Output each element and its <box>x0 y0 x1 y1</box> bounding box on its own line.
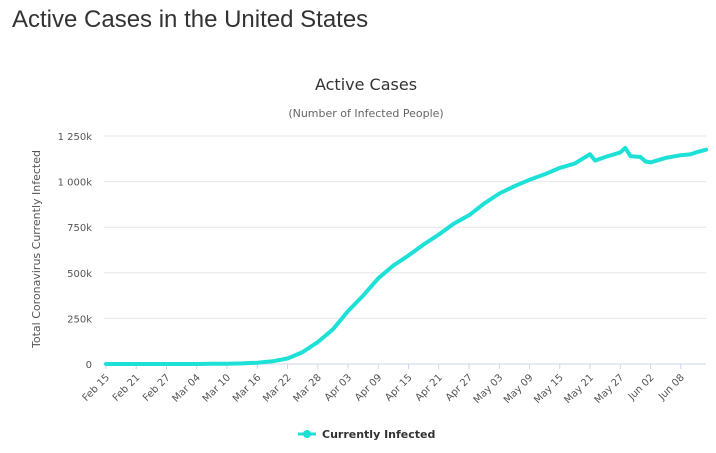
x-tick-label: Feb 21 <box>111 372 143 404</box>
x-tick-label: Jun 02 <box>626 372 657 403</box>
x-tick-label: May 21 <box>563 372 597 406</box>
y-tick-label: 750k <box>67 223 92 234</box>
x-tick-label: Apr 03 <box>323 372 354 403</box>
y-tick-label: 1 250k <box>58 132 93 143</box>
y-tick-label: 250k <box>67 314 92 325</box>
x-tick-label: Apr 21 <box>414 372 445 403</box>
x-tick-label: Feb 15 <box>81 372 113 404</box>
page-title: Active Cases in the United States <box>12 6 369 33</box>
x-tick-label: Mar 04 <box>171 372 203 404</box>
x-tick-label: Jun 08 <box>656 372 687 403</box>
x-tick-label: Apr 09 <box>353 372 384 403</box>
grid-lines <box>104 135 706 365</box>
series-line-currently-infected[interactable] <box>104 145 708 366</box>
legend-dot-marker <box>303 430 311 438</box>
x-tick-label: Apr 27 <box>444 372 475 403</box>
legend-label: Currently Infected <box>322 428 435 441</box>
x-tick-label: Mar 22 <box>261 372 293 404</box>
x-tick-label: May 15 <box>532 372 566 406</box>
x-tick-label: Apr 15 <box>383 372 414 403</box>
x-tick-label: May 03 <box>472 372 506 406</box>
legend[interactable]: Currently Infected <box>298 428 435 441</box>
chart-subtitle: (Number of Infected People) <box>288 107 443 120</box>
series-layer <box>104 145 708 366</box>
y-tick-label: 0 <box>86 360 92 371</box>
y-axis-label: Total Coronavirus Currently Infected <box>30 150 43 349</box>
x-tick-label: Feb 27 <box>141 372 173 404</box>
chart-title: Active Cases <box>315 75 417 94</box>
y-tick-labels: 0 250k 500k 750k 1 000k 1 250k <box>58 132 93 371</box>
x-tick-label: May 27 <box>593 372 627 406</box>
y-tick-label: 500k <box>67 269 92 280</box>
x-tick-label: May 09 <box>502 372 536 406</box>
x-tick-label: Mar 10 <box>201 372 233 404</box>
y-tick-label: 1 000k <box>58 178 93 189</box>
x-tick-label: Mar 28 <box>292 372 324 404</box>
x-tick-label: Mar 16 <box>231 372 263 404</box>
